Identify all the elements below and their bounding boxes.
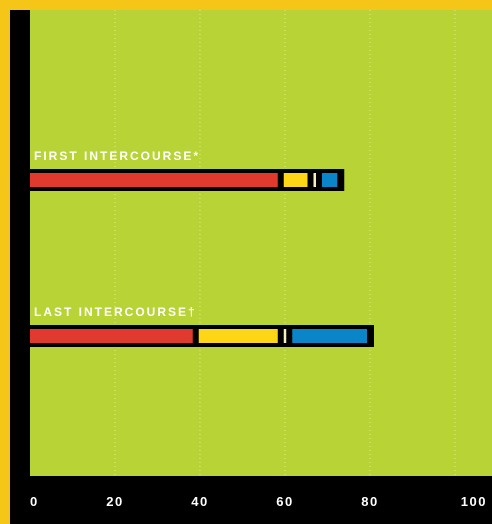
plot-area [30, 10, 492, 476]
bars [26, 169, 374, 347]
category-labels: FIRST INTERCOURSE* LAST INTERCOURSE† [34, 149, 200, 319]
bar-segment [313, 173, 316, 187]
bar-segment [30, 329, 193, 343]
bar-segment [283, 329, 287, 343]
tick-label: 0 [30, 494, 39, 509]
category-label: FIRST INTERCOURSE* [34, 149, 200, 163]
bar-segment [198, 329, 278, 343]
tick-label: 60 [276, 494, 293, 509]
bar-segment [283, 173, 308, 187]
x-axis-ticks: 0 20 40 60 80 100 [30, 494, 487, 509]
bar-segment [30, 173, 278, 187]
tick-label: 20 [106, 494, 123, 509]
bar-chart: FIRST INTERCOURSE* LAST INTERCOURSE† 0 20 4… [26, 10, 492, 509]
bar-segment [292, 329, 367, 343]
chart-frame: FIRST INTERCOURSE* LAST INTERCOURSE† 0 20 4… [10, 10, 492, 524]
tick-label: 100 [461, 494, 487, 509]
tick-label: 40 [191, 494, 208, 509]
category-label: LAST INTERCOURSE† [34, 305, 197, 319]
tick-label: 80 [361, 494, 378, 509]
bar-segment [322, 173, 338, 187]
grid-lines [114, 10, 456, 476]
